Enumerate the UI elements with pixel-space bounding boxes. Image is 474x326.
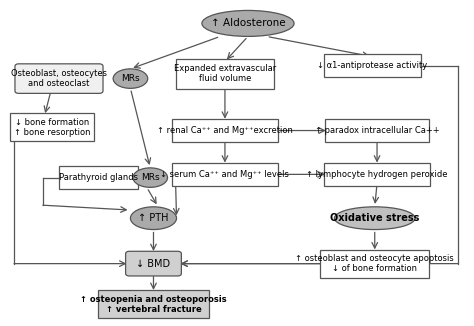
Text: ↑ paradox intracellular Ca++: ↑ paradox intracellular Ca++ [315, 126, 439, 135]
FancyBboxPatch shape [176, 59, 273, 88]
FancyBboxPatch shape [325, 119, 429, 142]
Ellipse shape [335, 207, 415, 230]
Text: ↑ osteoblast and osteocyte apoptosis
↓ of bone formation: ↑ osteoblast and osteocyte apoptosis ↓ o… [295, 254, 454, 273]
Ellipse shape [202, 10, 294, 37]
FancyBboxPatch shape [98, 290, 209, 318]
FancyBboxPatch shape [320, 250, 429, 277]
Text: Osteoblast, osteocytes
and osteoclast: Osteoblast, osteocytes and osteoclast [11, 69, 107, 88]
Ellipse shape [130, 207, 176, 230]
FancyBboxPatch shape [172, 119, 278, 142]
Ellipse shape [113, 69, 148, 88]
Text: ↑ renal Ca⁺⁺ and Mg⁺⁺excretion: ↑ renal Ca⁺⁺ and Mg⁺⁺excretion [157, 126, 293, 135]
Text: ↓ serum Ca⁺⁺ and Mg⁺⁺ levels: ↓ serum Ca⁺⁺ and Mg⁺⁺ levels [161, 170, 289, 179]
FancyBboxPatch shape [10, 113, 94, 141]
FancyBboxPatch shape [172, 163, 278, 186]
Text: ↓ α1-antiprotease activity: ↓ α1-antiprotease activity [317, 61, 428, 70]
FancyBboxPatch shape [59, 166, 137, 189]
Text: ↑ osteopenia and osteoporosis
↑ vertebral fracture: ↑ osteopenia and osteoporosis ↑ vertebra… [80, 294, 227, 314]
Text: MRs: MRs [141, 173, 160, 182]
Text: Parathyroid glands: Parathyroid glands [59, 173, 137, 182]
Ellipse shape [133, 168, 167, 187]
FancyBboxPatch shape [324, 163, 430, 186]
Text: MRs: MRs [121, 74, 140, 83]
Text: ↑ lymphocyte hydrogen peroxide: ↑ lymphocyte hydrogen peroxide [306, 170, 448, 179]
Text: Expanded extravascular
fluid volume: Expanded extravascular fluid volume [174, 64, 276, 83]
Text: Oxidative stress: Oxidative stress [330, 213, 419, 223]
FancyBboxPatch shape [126, 251, 182, 276]
FancyBboxPatch shape [15, 64, 103, 93]
Text: ↑ Aldosterone: ↑ Aldosterone [210, 18, 285, 28]
Text: ↑ PTH: ↑ PTH [138, 213, 169, 223]
FancyBboxPatch shape [324, 54, 421, 77]
Text: ↓ BMD: ↓ BMD [137, 259, 171, 269]
Text: ↓ bone formation
↑ bone resorption: ↓ bone formation ↑ bone resorption [14, 118, 91, 137]
